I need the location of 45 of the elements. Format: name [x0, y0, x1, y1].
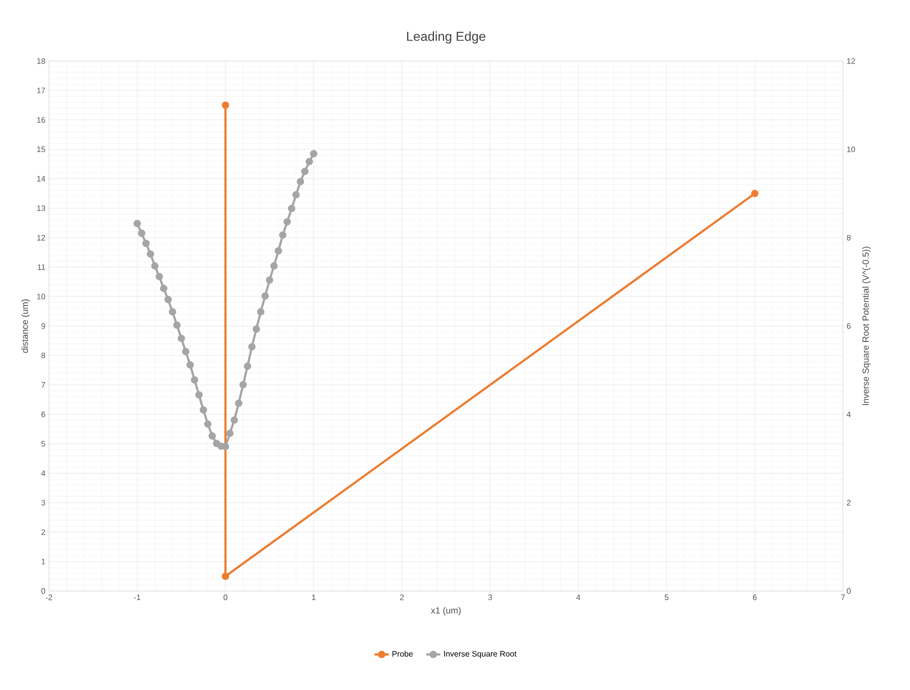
point	[164, 296, 172, 304]
point	[151, 262, 159, 270]
chart-title: Leading Edge	[407, 31, 486, 44]
point	[222, 101, 230, 109]
point	[244, 362, 252, 370]
y2-axis-title: Inverse Square Root Potential (V^(-0.5))	[862, 246, 871, 406]
point	[257, 308, 264, 316]
point	[296, 178, 304, 186]
point	[230, 416, 238, 424]
point	[138, 230, 146, 237]
point	[186, 361, 194, 369]
point	[222, 572, 230, 580]
point	[306, 158, 313, 166]
point	[274, 247, 282, 255]
point	[292, 191, 300, 199]
x-axis-title: x1 (um)	[430, 607, 461, 616]
point	[173, 321, 181, 329]
point	[208, 432, 216, 440]
point	[134, 220, 141, 228]
point	[751, 190, 758, 198]
point	[310, 150, 318, 158]
point	[252, 325, 260, 333]
point	[200, 406, 208, 414]
point	[239, 381, 247, 388]
point	[190, 376, 198, 384]
point	[288, 204, 296, 212]
point	[248, 343, 256, 350]
point	[226, 430, 234, 438]
point	[301, 168, 309, 176]
point	[178, 334, 186, 342]
point	[284, 218, 291, 226]
point	[156, 272, 163, 280]
point	[266, 276, 274, 284]
point	[146, 250, 154, 258]
point	[270, 262, 278, 270]
point	[234, 400, 242, 407]
point	[168, 308, 176, 316]
point	[160, 284, 168, 292]
point	[261, 292, 269, 300]
y-axis-title: distance (um)	[21, 299, 30, 353]
point	[279, 231, 286, 239]
point	[182, 348, 190, 356]
point	[142, 240, 150, 248]
point	[204, 420, 212, 428]
point	[195, 391, 203, 399]
